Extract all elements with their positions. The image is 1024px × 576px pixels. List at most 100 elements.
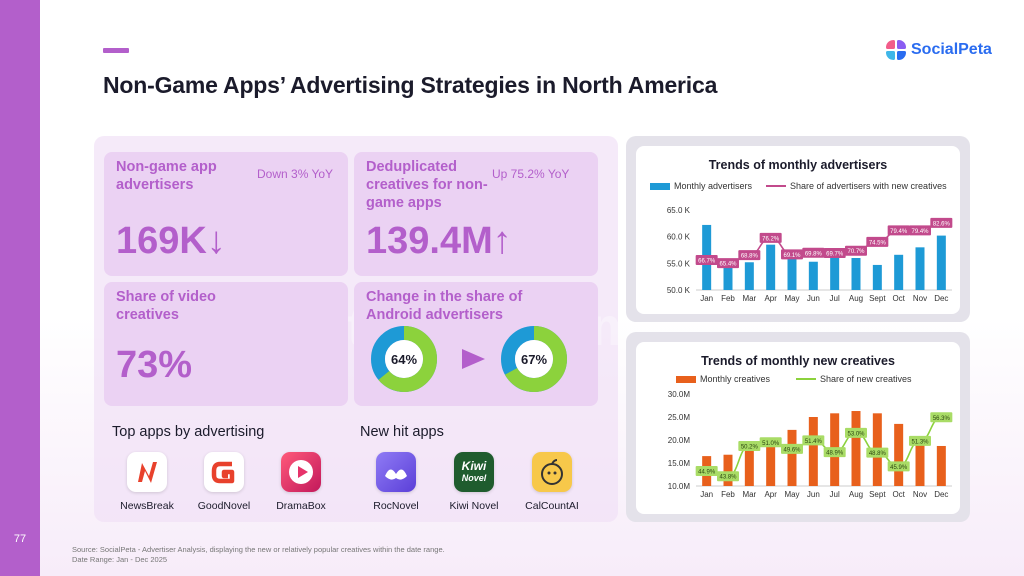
top-apps-title: Top apps by advertising	[112, 424, 265, 440]
x-tick-label: Mar	[742, 490, 756, 499]
calcountai-icon	[532, 452, 572, 492]
data-label: 69.1%	[781, 249, 803, 260]
x-tick-label: Sept	[869, 294, 886, 303]
legend-line-key	[766, 185, 786, 187]
data-label-box	[887, 225, 910, 236]
video-share-value: 73%	[116, 344, 193, 386]
app-kiwinovel[interactable]: Kiwi Novel Kiwi Novel	[439, 452, 509, 512]
kiwinovel-icon: Kiwi Novel	[454, 452, 494, 492]
data-label-box	[845, 245, 867, 256]
app-newsbreak[interactable]: NewsBreak	[112, 452, 182, 512]
data-label-box	[695, 466, 718, 477]
android-share-card: Change in the share of Android advertise…	[354, 282, 598, 406]
data-label-box	[802, 247, 825, 258]
bar	[915, 442, 925, 486]
data-label: 45.9%	[887, 461, 910, 472]
data-label: 49.6%	[781, 443, 803, 454]
data-label-box	[717, 471, 739, 482]
data-label: 65.4%	[717, 258, 739, 269]
rocnovel-icon	[376, 452, 416, 492]
data-label-box	[695, 255, 718, 266]
video-share-card: Share of video creatives 73%	[104, 282, 348, 406]
data-label-box	[717, 258, 739, 269]
donut-share-segment	[501, 326, 567, 392]
data-label-text: 76.2%	[762, 236, 780, 242]
data-label-text: 48.9%	[826, 451, 844, 457]
app-name: RocNovel	[373, 500, 419, 512]
data-label-box	[823, 447, 846, 458]
bar	[787, 252, 797, 290]
x-tick-label: Oct	[892, 294, 905, 303]
donut-share-segment	[371, 326, 437, 392]
legend-label: Share of new creatives	[820, 374, 912, 384]
data-label: 43.8%	[717, 471, 739, 482]
creatives-chart-svg: 10.0M 15.0M 20.0M 25.0M 30.0M Jan Feb Mar Apr May…	[668, 390, 953, 499]
y-tick-label: 55.0 K	[667, 259, 691, 268]
creatives-yoy: Up 75.2% YoY	[492, 167, 570, 181]
y-tick-label: 30.0M	[668, 390, 691, 399]
data-label-text: 56.3%	[933, 416, 951, 422]
data-label-box	[781, 443, 803, 454]
data-label-text: 69.1%	[783, 253, 801, 259]
data-label-text: 45.9%	[890, 465, 908, 471]
data-label: 56.3%	[930, 412, 953, 423]
data-label: 44.9%	[695, 466, 718, 477]
x-tick-label: Aug	[849, 490, 863, 499]
advertisers-chart-svg: 50.0 K 55.0 K 60.0 K 65.0 K Jan Feb Mar Apr May J…	[667, 206, 953, 303]
dramabox-icon	[281, 452, 321, 492]
data-label-box	[738, 441, 761, 452]
legend-item: Monthly advertisers	[650, 181, 752, 191]
x-tick-label: Mar	[742, 294, 756, 303]
legend-bar-key	[650, 182, 670, 190]
y-tick-label: 50.0 K	[667, 286, 691, 295]
date-range-line: Date Range: Jan - Dec 2025	[72, 555, 168, 564]
advertisers-value: 169K↓	[116, 220, 226, 262]
x-tick-label: Nov	[913, 294, 927, 303]
app-name: DramaBox	[276, 500, 326, 512]
advertisers-card: Non-game app advertisers Down 3% YoY 169…	[104, 152, 348, 276]
app-dramabox[interactable]: DramaBox	[266, 452, 336, 512]
data-label-box	[909, 435, 931, 446]
y-tick-label: 15.0M	[668, 459, 691, 468]
bar	[723, 261, 733, 290]
x-tick-label: Apr	[764, 294, 777, 303]
donut-hole	[515, 340, 553, 378]
app-calcountai[interactable]: CalCountAI	[517, 452, 587, 512]
x-tick-label: Jul	[830, 294, 840, 303]
y-tick-label: 20.0M	[668, 436, 691, 445]
creatives-chart: Trends of monthly new creatives Monthly …	[636, 342, 960, 514]
bar	[744, 446, 754, 486]
app-name: CalCountAI	[525, 500, 579, 512]
page-title: Non-Game Apps’ Advertising Strategies in…	[103, 72, 718, 98]
data-label-text: 79.4%	[890, 229, 908, 235]
data-label: 70.7%	[845, 245, 867, 256]
app-goodnovel[interactable]: GoodNovel	[189, 452, 259, 512]
chart-title: Trends of monthly new creatives	[701, 354, 895, 368]
source-line: Source: SocialPeta - Advertiser Analysis…	[72, 545, 445, 554]
socialpeta-logo-icon	[886, 40, 906, 60]
data-label-box	[866, 236, 889, 247]
bar	[872, 264, 882, 290]
y-tick-label: 25.0M	[668, 413, 691, 422]
app-rocnovel[interactable]: RocNovel	[361, 452, 431, 512]
data-label-box	[738, 250, 761, 261]
data-label-text: 79.4%	[911, 229, 929, 235]
y-tick-label: 65.0 K	[667, 206, 691, 215]
donut-after: 67%	[501, 326, 567, 392]
data-label-text: 48.8%	[869, 451, 887, 457]
bar	[766, 244, 776, 290]
data-label: 51.0%	[759, 437, 782, 448]
android-donuts: 64% 67%	[371, 326, 567, 392]
bar	[851, 258, 861, 290]
logo-text: SocialPeta	[911, 41, 992, 58]
x-tick-label: Dec	[934, 294, 948, 303]
advertisers-label: Non-game app advertisers	[116, 159, 217, 193]
newsbreak-icon	[127, 452, 167, 492]
bar	[744, 262, 754, 290]
x-tick-label: May	[784, 294, 799, 303]
legend-label: Monthly advertisers	[674, 181, 753, 191]
y-tick-label: 60.0 K	[667, 233, 691, 242]
data-label: 69.7%	[823, 248, 846, 259]
data-label: 51.3%	[909, 435, 931, 446]
bar	[808, 417, 818, 486]
